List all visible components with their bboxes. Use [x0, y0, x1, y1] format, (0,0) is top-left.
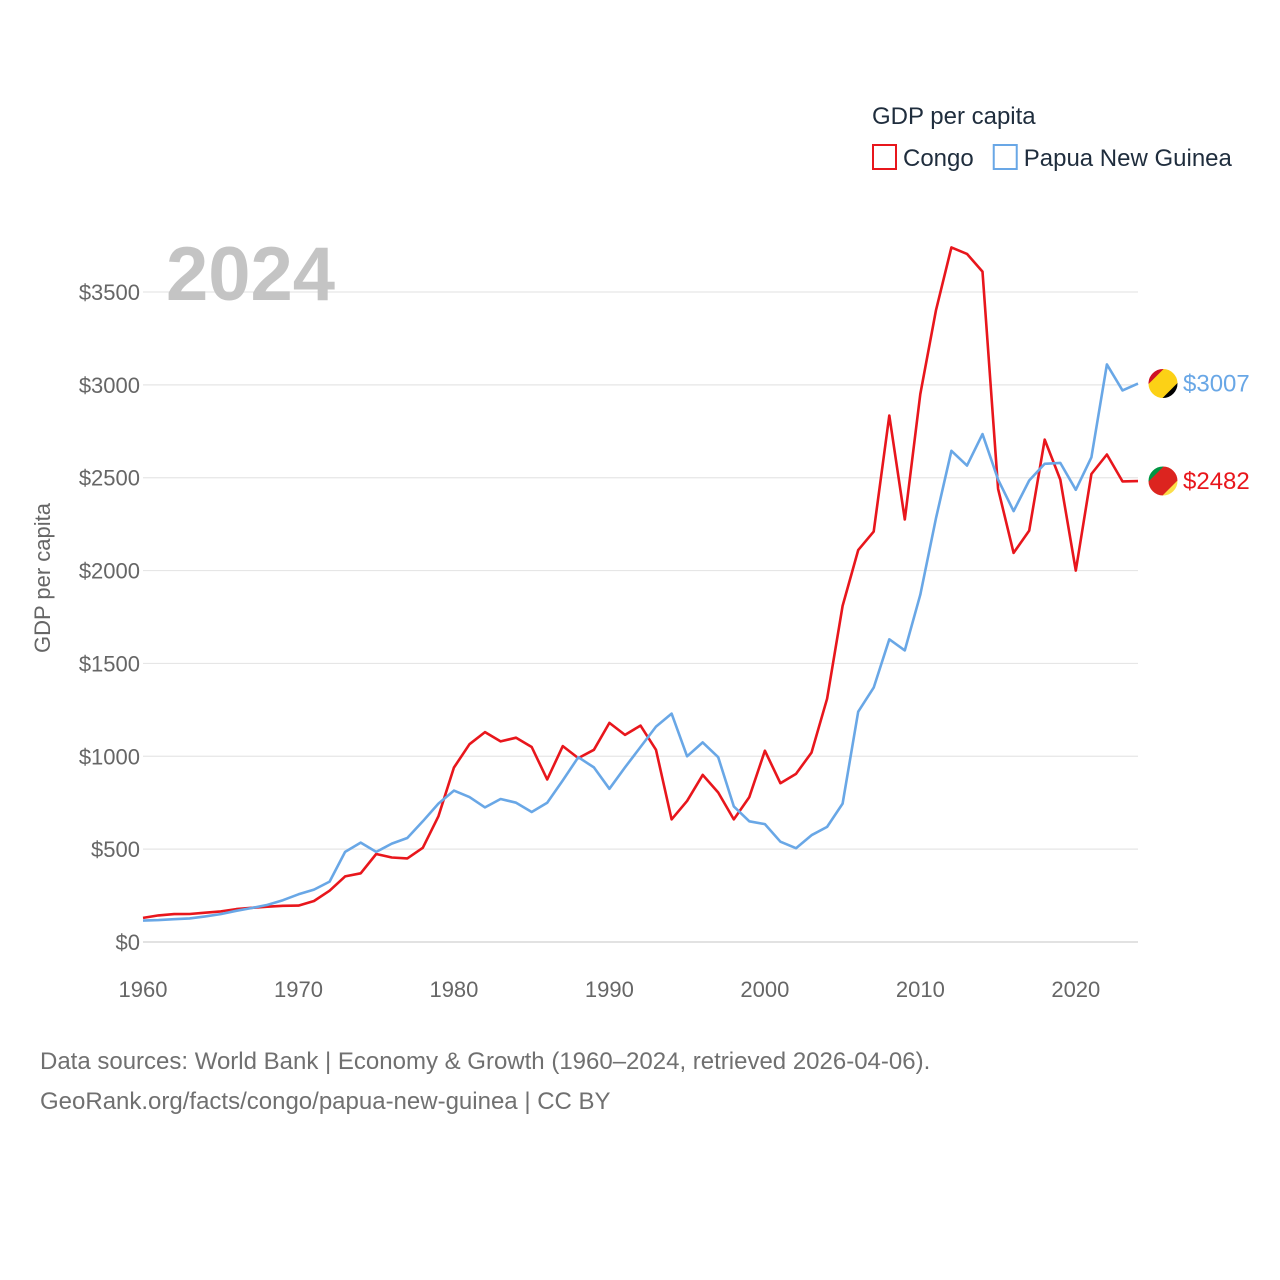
- legend-swatch: [992, 144, 1018, 170]
- flag-icon: [1147, 368, 1179, 400]
- legend-label: Congo: [903, 145, 974, 172]
- legend-title: GDP per capita: [872, 103, 1036, 130]
- x-tick-label: 1970: [274, 977, 323, 1002]
- y-tick-label: $0: [116, 930, 140, 955]
- end-markers: $2482 $3007: [1147, 368, 1250, 497]
- end-value-label: $3007: [1183, 371, 1250, 398]
- y-axis: $0 $500 $1000 $1500 $2000 $2500 $3000 $3500: [79, 280, 140, 955]
- highlight-year: 2024: [166, 232, 335, 317]
- gdp-line-chart: 2024 $0 $500 $1000 $1500 $2000 $2500 $3000 $350…: [30, 103, 1250, 1002]
- end-value-label: $2482: [1183, 468, 1250, 495]
- y-tick-label: $3500: [79, 280, 140, 305]
- y-axis-title: GDP per capita: [30, 502, 55, 653]
- y-tick-label: $2000: [79, 559, 140, 584]
- legend-item[interactable]: Papua New Guinea: [992, 144, 1233, 172]
- x-tick-label: 2010: [896, 977, 945, 1002]
- y-tick-label: $2500: [79, 466, 140, 491]
- grid-lines: [143, 291, 1138, 943]
- legend-swatch: [872, 144, 897, 170]
- x-tick-label: 1980: [429, 977, 478, 1002]
- legend: GDP per capita Congo Papua New Guinea: [872, 103, 1233, 172]
- footer: Data sources: World Bank | Economy & Gro…: [40, 1042, 930, 1122]
- series-line-papua-new-guinea: [142, 363, 1139, 922]
- x-tick-label: 2000: [740, 977, 789, 1002]
- source-url[interactable]: GeoRank.org/facts/congo/papua-new-guinea…: [40, 1088, 611, 1115]
- x-axis: 1960 1970 1980 1990 2000 2010 2020: [119, 977, 1101, 1002]
- legend-item[interactable]: Congo: [872, 144, 974, 172]
- y-tick-label: $500: [91, 837, 140, 862]
- legend-label: Papua New Guinea: [1024, 145, 1233, 172]
- series-line-congo: [142, 246, 1139, 920]
- x-tick-label: 1990: [585, 977, 634, 1002]
- y-tick-label: $3000: [79, 373, 140, 398]
- y-tick-label: $1000: [79, 744, 140, 769]
- x-tick-label: 2020: [1051, 977, 1100, 1002]
- series-lines: [142, 246, 1139, 922]
- x-tick-label: 1960: [119, 977, 168, 1002]
- data-source-note: Data sources: World Bank | Economy & Gro…: [40, 1048, 931, 1075]
- y-tick-label: $1500: [79, 651, 140, 676]
- flag-icon: [1147, 465, 1179, 497]
